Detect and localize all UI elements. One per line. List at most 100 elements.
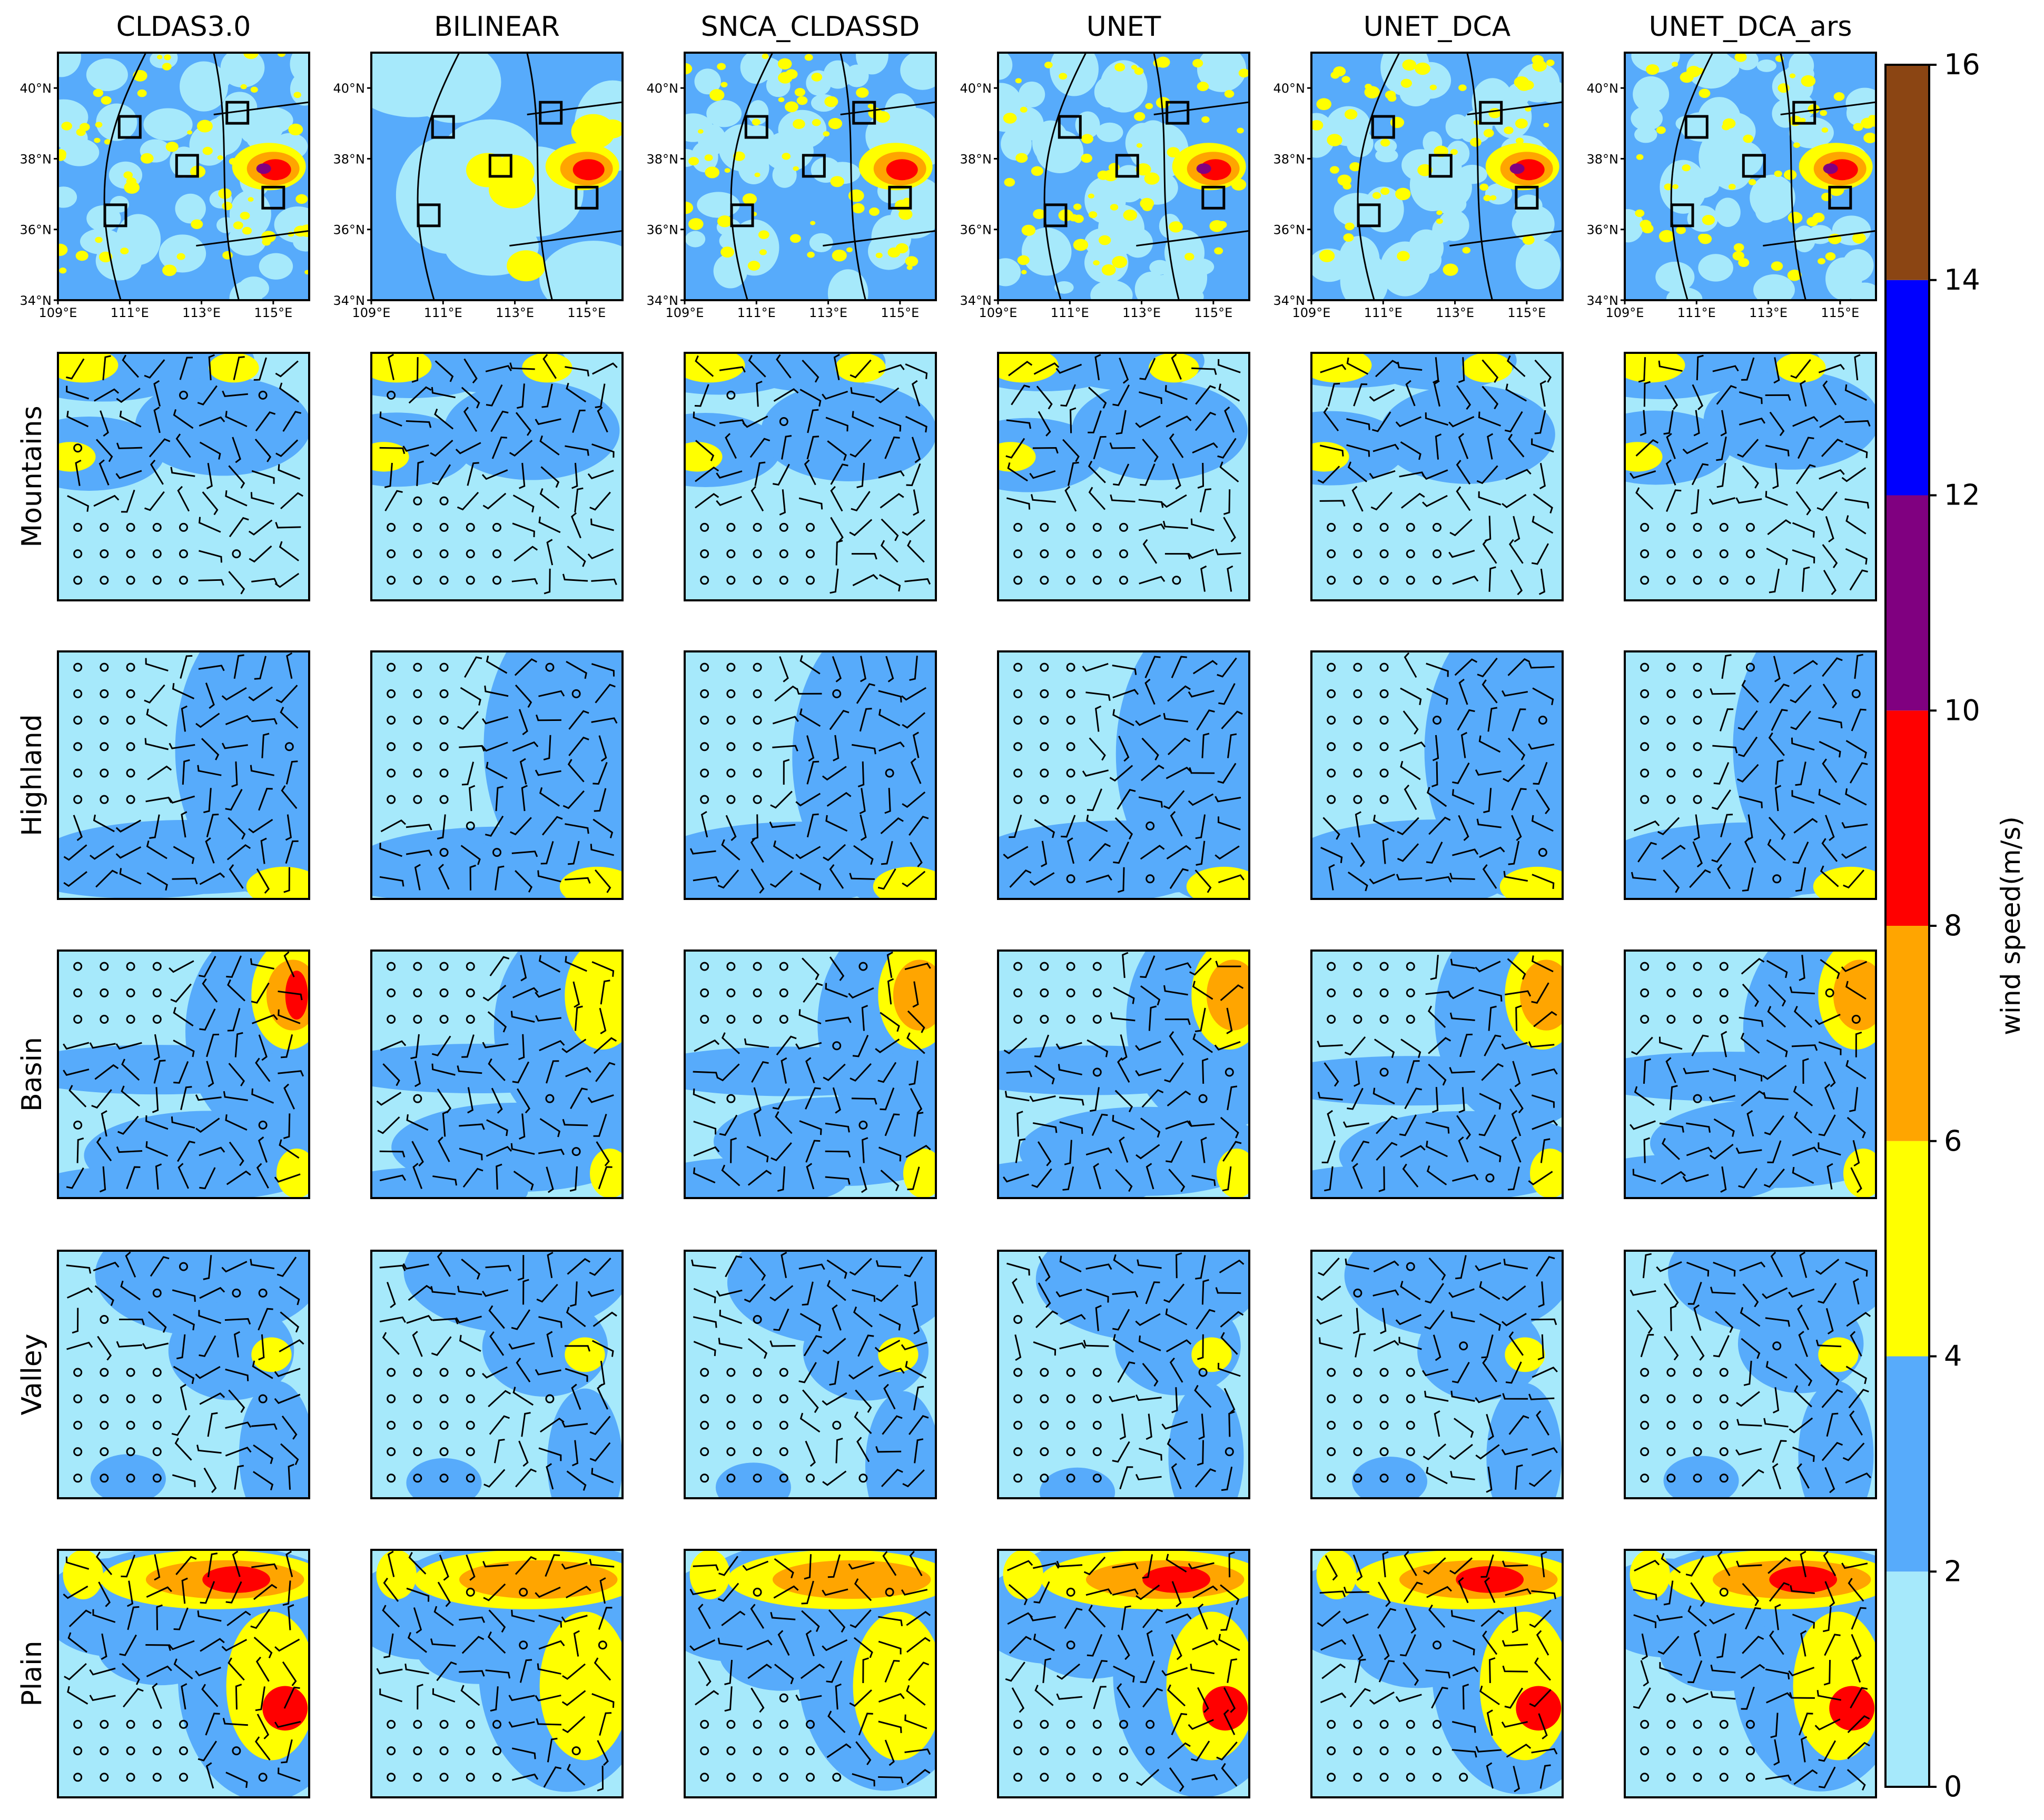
- region-box: [1792, 101, 1816, 125]
- region-box: [1115, 154, 1139, 178]
- region-frame: [370, 1549, 624, 1798]
- lon-tick-label: 109°E: [352, 305, 391, 320]
- region-box: [103, 203, 127, 228]
- region-box: [575, 185, 599, 210]
- region-frame: [684, 949, 937, 1199]
- region-panel: [997, 1549, 1250, 1798]
- lat-tick-label: 40°N: [647, 81, 679, 96]
- region-panel: [997, 650, 1250, 900]
- region-frame: [997, 1250, 1250, 1499]
- colorbar-band: [1885, 926, 1929, 1141]
- region-box: [225, 101, 250, 125]
- region-frame: [1624, 949, 1877, 1199]
- map-panel: 34°N 36°N 38°N 40°N 109°E 111°E 113°E 115°E: [1587, 52, 1877, 320]
- region-frame: [684, 1549, 937, 1798]
- lon-tick-label: 115°E: [567, 305, 606, 320]
- column-title: UNET_DCA: [1364, 11, 1511, 43]
- lat-tick-label: 36°N: [20, 223, 52, 238]
- region-frame: [1310, 352, 1564, 601]
- lon-tick-label: 111°E: [1677, 305, 1716, 320]
- region-frame: [57, 352, 310, 601]
- lon-tick-label: 109°E: [1292, 305, 1331, 320]
- lon-tick-label: 113°E: [1749, 305, 1788, 320]
- lat-tick-label: 38°N: [1273, 152, 1306, 166]
- region-box: [744, 115, 768, 139]
- column-titles: CLDAS3.0 BILINEAR SNCA_CLDASSD UNET UNET_DCA…: [116, 11, 1852, 43]
- lat-tick-label: 34°N: [333, 293, 366, 308]
- lat-tick-label: 34°N: [20, 293, 52, 308]
- lon-tick-label: 113°E: [182, 305, 221, 320]
- colorbar-label: wind speed(m/s): [1996, 816, 2026, 1035]
- colorbar-ticks: 0 2 4 6 8 10 12 14 16: [1929, 48, 1980, 1803]
- region-frame: [684, 352, 937, 601]
- row-title: Mountains: [16, 405, 48, 547]
- region-box: [1670, 203, 1694, 228]
- region-panel: [57, 1549, 310, 1798]
- region-box: [261, 185, 285, 210]
- row-titles: Mountains Highland Basin Valley Plain: [16, 405, 48, 1706]
- lat-tick-label: 36°N: [647, 223, 679, 238]
- region-frame: [1310, 650, 1564, 900]
- colorbar-band: [1885, 1141, 1929, 1357]
- region-panel: [1624, 650, 1877, 900]
- colorbar-tick-label: 0: [1944, 1770, 1962, 1803]
- lon-tick-label: 113°E: [1436, 305, 1474, 320]
- lat-tick-label: 38°N: [647, 152, 679, 166]
- region-panel: [684, 1549, 937, 1798]
- colorbar-tick-label: 10: [1944, 694, 1980, 727]
- region-box: [117, 115, 142, 139]
- region-box: [1058, 115, 1082, 139]
- lat-tick-label: 38°N: [333, 152, 366, 166]
- region-panel: [1310, 352, 1564, 601]
- colorbar-band: [1885, 710, 1929, 926]
- map-panel: 34°N 36°N 38°N 40°N 109°E 111°E 113°E 115°E: [647, 52, 937, 320]
- region-box: [1371, 115, 1395, 139]
- colorbar-band: [1885, 280, 1929, 496]
- lat-tick-label: 36°N: [960, 223, 992, 238]
- lat-tick-label: 40°N: [1273, 81, 1306, 96]
- lon-tick-label: 115°E: [1194, 305, 1232, 320]
- region-panel: [997, 352, 1250, 601]
- lat-tick-label: 38°N: [1587, 152, 1619, 166]
- region-box: [1428, 154, 1453, 178]
- region-box: [1043, 203, 1068, 228]
- lat-tick-label: 34°N: [1587, 293, 1619, 308]
- lon-tick-label: 109°E: [666, 305, 704, 320]
- map-frame: [684, 52, 937, 301]
- region-panel: [1624, 1549, 1877, 1798]
- region-box: [431, 115, 455, 139]
- lon-tick-label: 115°E: [1821, 305, 1859, 320]
- map-panel: 34°N 36°N 38°N 40°N 109°E 111°E 113°E 115°E: [1273, 52, 1564, 320]
- region-frame: [1624, 1250, 1877, 1499]
- lon-tick-label: 111°E: [424, 305, 462, 320]
- region-frame: [997, 1549, 1250, 1798]
- map-frame: [1310, 52, 1564, 301]
- column-title: CLDAS3.0: [116, 11, 251, 43]
- lon-tick-label: 109°E: [39, 305, 77, 320]
- region-panel: [57, 352, 310, 601]
- region-box: [802, 154, 826, 178]
- lon-tick-label: 109°E: [1606, 305, 1644, 320]
- region-panel: [370, 949, 624, 1199]
- region-box: [852, 101, 876, 125]
- region-box: [1684, 115, 1709, 139]
- lon-tick-label: 111°E: [1364, 305, 1403, 320]
- colorbar-tick-label: 4: [1944, 1340, 1962, 1373]
- region-box: [175, 154, 199, 178]
- region-frame: [997, 352, 1250, 601]
- lon-tick-label: 111°E: [737, 305, 776, 320]
- colorbar-band: [1885, 495, 1929, 711]
- region-frame: [684, 1250, 937, 1499]
- region-frame: [1624, 352, 1877, 601]
- region-panel: [997, 949, 1250, 1199]
- lon-tick-label: 113°E: [809, 305, 847, 320]
- map-frame: [997, 52, 1250, 301]
- region-panel: [57, 1250, 310, 1499]
- lat-tick-label: 36°N: [333, 223, 366, 238]
- region-panel: [684, 352, 937, 601]
- region-panel: [370, 1549, 624, 1798]
- region-panel: [57, 650, 310, 900]
- lat-tick-label: 34°N: [1273, 293, 1306, 308]
- column-title: UNET_DCA_ars: [1649, 11, 1852, 43]
